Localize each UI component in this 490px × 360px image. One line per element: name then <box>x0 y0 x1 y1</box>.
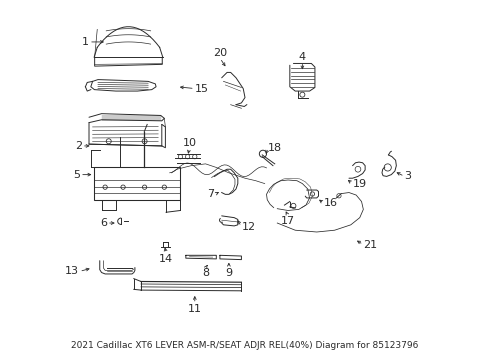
Text: 18: 18 <box>269 143 282 153</box>
Text: 8: 8 <box>202 268 209 278</box>
Text: 4: 4 <box>299 51 306 62</box>
Text: 7: 7 <box>207 189 215 199</box>
Text: 11: 11 <box>188 304 202 314</box>
Text: 2: 2 <box>74 141 82 151</box>
Text: 17: 17 <box>281 216 295 226</box>
Text: 16: 16 <box>324 198 338 208</box>
Text: 12: 12 <box>242 222 256 231</box>
Text: 13: 13 <box>65 266 79 276</box>
Text: 19: 19 <box>353 179 367 189</box>
Bar <box>95 167 180 200</box>
Text: 9: 9 <box>225 268 232 278</box>
Text: 6: 6 <box>100 218 107 228</box>
Text: 21: 21 <box>364 239 377 249</box>
Text: 3: 3 <box>405 171 412 181</box>
Text: 20: 20 <box>213 48 227 58</box>
Text: 2021 Cadillac XT6 LEVER ASM-R/SEAT ADJR REL(40%) Diagram for 85123796: 2021 Cadillac XT6 LEVER ASM-R/SEAT ADJR … <box>72 341 418 350</box>
Text: 1: 1 <box>82 37 89 47</box>
Text: 14: 14 <box>159 253 173 264</box>
Text: 15: 15 <box>195 84 209 94</box>
Text: 5: 5 <box>73 170 80 180</box>
Text: 10: 10 <box>182 138 196 148</box>
